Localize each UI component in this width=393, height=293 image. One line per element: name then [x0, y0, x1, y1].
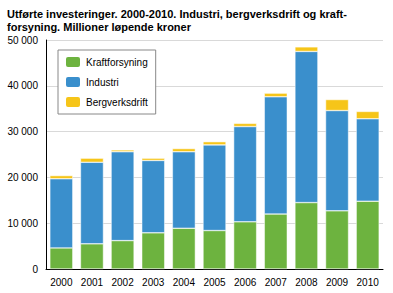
- svg-text:50 000: 50 000: [7, 35, 38, 46]
- svg-text:Kraftforsyning: Kraftforsyning: [86, 57, 148, 68]
- svg-text:Utførte investeringer. 2000-20: Utførte investeringer. 2000-2010. Indust…: [7, 8, 347, 20]
- svg-text:2007: 2007: [265, 277, 288, 288]
- svg-text:2002: 2002: [111, 277, 134, 288]
- svg-text:0: 0: [32, 264, 38, 275]
- svg-text:30 000: 30 000: [7, 126, 38, 137]
- svg-text:Industri: Industri: [86, 77, 119, 88]
- svg-text:2005: 2005: [203, 277, 226, 288]
- svg-text:2008: 2008: [295, 277, 318, 288]
- svg-text:20 000: 20 000: [7, 172, 38, 183]
- svg-text:2006: 2006: [234, 277, 257, 288]
- svg-text:2009: 2009: [326, 277, 349, 288]
- svg-text:2004: 2004: [173, 277, 196, 288]
- svg-text:2003: 2003: [142, 277, 165, 288]
- svg-text:10 000: 10 000: [7, 218, 38, 229]
- svg-text:forsyning. Millioner løpende k: forsyning. Millioner løpende kroner: [7, 21, 192, 33]
- svg-text:Bergverksdrift: Bergverksdrift: [86, 97, 148, 108]
- svg-text:2001: 2001: [81, 277, 104, 288]
- svg-text:2010: 2010: [357, 277, 380, 288]
- svg-text:40 000: 40 000: [7, 80, 38, 91]
- svg-text:2000: 2000: [50, 277, 73, 288]
